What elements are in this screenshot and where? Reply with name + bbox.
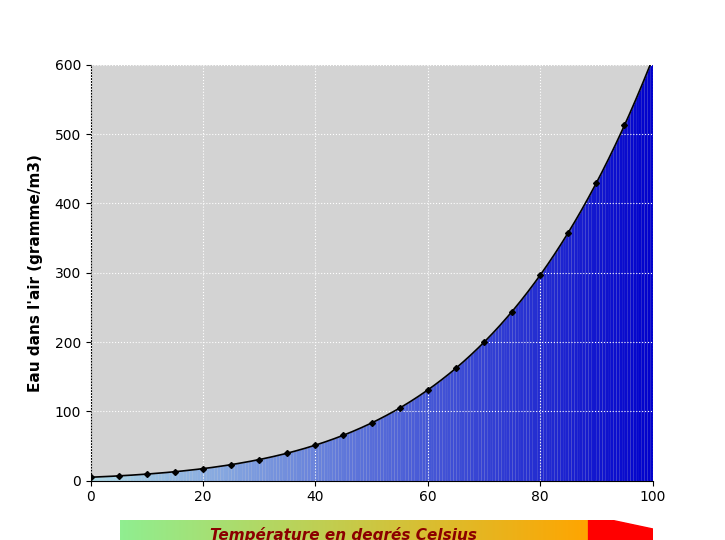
Y-axis label: Eau dans l'air (gramme/m3): Eau dans l'air (gramme/m3)	[28, 154, 44, 392]
Polygon shape	[589, 515, 679, 540]
Text: Température en degrés Celsius: Température en degrés Celsius	[210, 526, 477, 540]
